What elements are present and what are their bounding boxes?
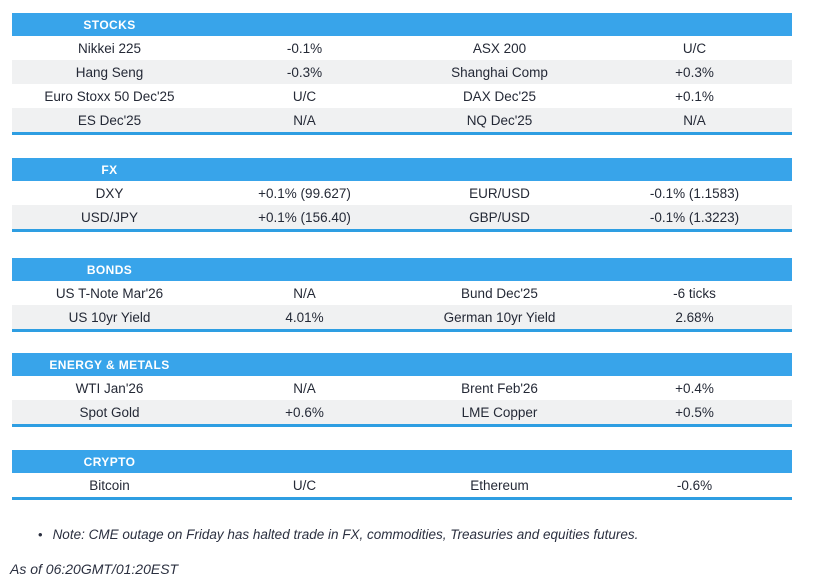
section-header-fx: FX <box>12 158 792 181</box>
section-fx: FX DXY +0.1% (99.627) EUR/USD -0.1% (1.1… <box>12 158 792 232</box>
section-title: ENERGY & METALS <box>49 357 170 372</box>
instrument-label: Shanghai Comp <box>451 64 548 80</box>
section-bonds: BONDS US T-Note Mar'26 N/A Bund Dec'25 -… <box>12 258 792 332</box>
table-row: Euro Stoxx 50 Dec'25 U/C DAX Dec'25 +0.1… <box>12 84 792 108</box>
table-row: Hang Seng -0.3% Shanghai Comp +0.3% <box>12 60 792 84</box>
section-rows: Bitcoin U/C Ethereum -0.6% <box>12 473 792 497</box>
instrument-value: +0.4% <box>675 380 714 396</box>
table-row: US 10yr Yield 4.01% German 10yr Yield 2.… <box>12 305 792 329</box>
table-row: Nikkei 225 -0.1% ASX 200 U/C <box>12 36 792 60</box>
instrument-value: N/A <box>293 380 316 396</box>
section-rows: Nikkei 225 -0.1% ASX 200 U/C Hang Seng -… <box>12 36 792 132</box>
instrument-label: Euro Stoxx 50 Dec'25 <box>44 88 175 104</box>
section-rows: DXY +0.1% (99.627) EUR/USD -0.1% (1.1583… <box>12 181 792 229</box>
table-row: WTI Jan'26 N/A Brent Feb'26 +0.4% <box>12 376 792 400</box>
instrument-label: Bund Dec'25 <box>461 285 538 301</box>
section-rows: WTI Jan'26 N/A Brent Feb'26 +0.4% Spot G… <box>12 376 792 424</box>
instrument-label: GBP/USD <box>469 209 530 225</box>
bullet-icon: • <box>38 527 43 542</box>
instrument-label: DAX Dec'25 <box>462 88 537 104</box>
table-row: Bitcoin U/C Ethereum -0.6% <box>12 473 792 497</box>
table-row: ES Dec'25 N/A NQ Dec'25 N/A <box>12 108 792 132</box>
instrument-label: Hang Seng <box>75 64 144 80</box>
instrument-label: NQ Dec'25 <box>466 112 533 128</box>
table-row: US T-Note Mar'26 N/A Bund Dec'25 -6 tick… <box>12 281 792 305</box>
instrument-label: ES Dec'25 <box>77 112 142 128</box>
instrument-value: -0.3% <box>286 64 323 80</box>
instrument-label: USD/JPY <box>80 209 138 225</box>
instrument-label: Spot Gold <box>79 404 140 420</box>
instrument-value: -0.6% <box>676 477 713 493</box>
section-title: BONDS <box>86 262 133 277</box>
instrument-value: U/C <box>292 477 317 493</box>
instrument-value: -6 ticks <box>673 285 716 301</box>
instrument-label: DXY <box>95 185 124 201</box>
instrument-label: Nikkei 225 <box>77 40 142 56</box>
instrument-label: ASX 200 <box>472 40 527 56</box>
instrument-label: Bitcoin <box>89 477 130 493</box>
instrument-value: +0.1% <box>675 88 714 104</box>
instrument-label: German 10yr Yield <box>443 309 556 325</box>
section-title: STOCKS <box>83 17 136 32</box>
instrument-label: EUR/USD <box>469 185 530 201</box>
instrument-value: +0.5% <box>675 404 714 420</box>
as-of-timestamp: As of 06:20GMT/01:20EST <box>10 561 179 577</box>
note-line: • Note: CME outage on Friday has halted … <box>38 527 820 542</box>
section-header-bonds: BONDS <box>12 258 792 281</box>
note-text: Note: CME outage on Friday has halted tr… <box>52 527 639 542</box>
instrument-value: N/A <box>293 285 316 301</box>
instrument-value: N/A <box>293 112 316 128</box>
section-title: CRYPTO <box>83 454 136 469</box>
instrument-value: +0.1% (99.627) <box>258 185 351 201</box>
table-row: Spot Gold +0.6% LME Copper +0.5% <box>12 400 792 424</box>
section-header-crypto: CRYPTO <box>12 450 792 473</box>
section-header-energy-metals: ENERGY & METALS <box>12 353 792 376</box>
section-energy-metals: ENERGY & METALS WTI Jan'26 N/A Brent Feb… <box>12 353 792 427</box>
section-crypto: CRYPTO Bitcoin U/C Ethereum -0.6% <box>12 450 792 500</box>
table-row: USD/JPY +0.1% (156.40) GBP/USD -0.1% (1.… <box>12 205 792 229</box>
instrument-label: LME Copper <box>461 404 538 420</box>
section-title: FX <box>101 162 118 177</box>
instrument-value: +0.3% <box>675 64 714 80</box>
instrument-label: WTI Jan'26 <box>75 380 144 396</box>
instrument-value: -0.1% <box>286 40 323 56</box>
instrument-value: N/A <box>683 112 706 128</box>
table-row: DXY +0.1% (99.627) EUR/USD -0.1% (1.1583… <box>12 181 792 205</box>
instrument-label: Brent Feb'26 <box>461 380 538 396</box>
section-rows: US T-Note Mar'26 N/A Bund Dec'25 -6 tick… <box>12 281 792 329</box>
instrument-value: +0.6% <box>285 404 324 420</box>
instrument-value: 2.68% <box>675 309 714 325</box>
instrument-value: +0.1% (156.40) <box>258 209 351 225</box>
instrument-value: 4.01% <box>285 309 324 325</box>
instrument-label: US 10yr Yield <box>68 309 151 325</box>
instrument-value: U/C <box>292 88 317 104</box>
instrument-value: -0.1% (1.3223) <box>649 209 740 225</box>
instrument-label: Ethereum <box>470 477 529 493</box>
section-header-stocks: STOCKS <box>12 13 792 36</box>
section-stocks: STOCKS Nikkei 225 -0.1% ASX 200 U/C Hang… <box>12 13 792 135</box>
instrument-value: -0.1% (1.1583) <box>649 185 740 201</box>
instrument-label: US T-Note Mar'26 <box>55 285 164 301</box>
instrument-value: U/C <box>682 40 707 56</box>
